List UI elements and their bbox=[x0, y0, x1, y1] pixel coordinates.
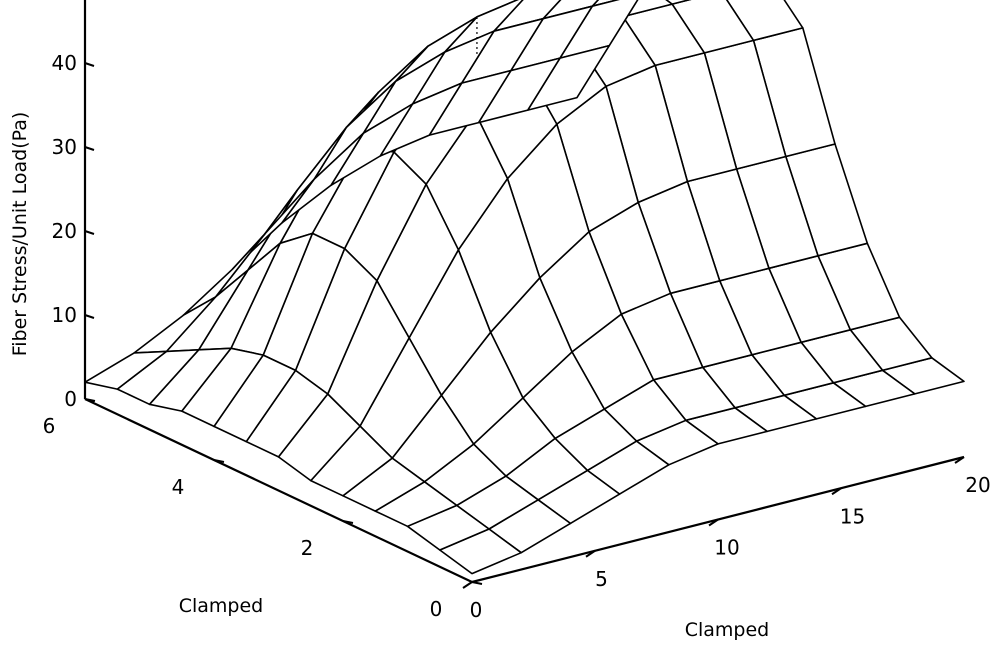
x-axis-title: Clamped bbox=[685, 619, 770, 641]
x-tick-label: 5 bbox=[595, 567, 608, 591]
z-tick-label: 10 bbox=[52, 303, 77, 327]
y-tick-mark bbox=[342, 520, 354, 524]
y-axis-title: Clamped bbox=[179, 595, 264, 617]
y-tick-label: 0 bbox=[430, 597, 443, 621]
x-tick-label: 15 bbox=[840, 504, 865, 528]
z-axis-title: Fiber Stress/Unit Load(Pa) bbox=[9, 112, 31, 357]
z-tick-label: 30 bbox=[52, 135, 77, 159]
axis-labels-group: 0510152002460102030405060Fiber Stress/Un… bbox=[9, 51, 991, 641]
x-tick-mark bbox=[462, 581, 473, 589]
z-tick-mark bbox=[84, 314, 95, 319]
y-tick-mark bbox=[471, 581, 483, 585]
surface-face bbox=[84, 350, 168, 390]
y-tick-label: 6 bbox=[43, 414, 56, 438]
z-tick-mark bbox=[84, 146, 95, 151]
y-axis-line bbox=[84, 398, 473, 583]
x-tick-mark bbox=[708, 518, 719, 527]
z-tick-label: 40 bbox=[52, 51, 77, 75]
x-tick-label: 20 bbox=[965, 473, 990, 497]
surface-mesh bbox=[84, 0, 965, 575]
x-tick-label: 10 bbox=[714, 536, 739, 560]
y-tick-label: 4 bbox=[172, 475, 185, 499]
z-tick-mark bbox=[84, 62, 95, 67]
y-tick-mark bbox=[213, 459, 225, 463]
x-tick-mark bbox=[954, 456, 965, 464]
z-tick-label: 0 bbox=[64, 387, 77, 411]
axes-group bbox=[83, 0, 965, 589]
z-tick-mark bbox=[84, 230, 95, 235]
x-tick-label: 0 bbox=[470, 598, 483, 622]
y-tick-label: 2 bbox=[301, 536, 314, 560]
x-tick-mark bbox=[585, 549, 596, 558]
z-tick-mark bbox=[84, 398, 95, 403]
z-tick-label: 20 bbox=[52, 219, 77, 243]
x-tick-mark bbox=[831, 487, 842, 496]
